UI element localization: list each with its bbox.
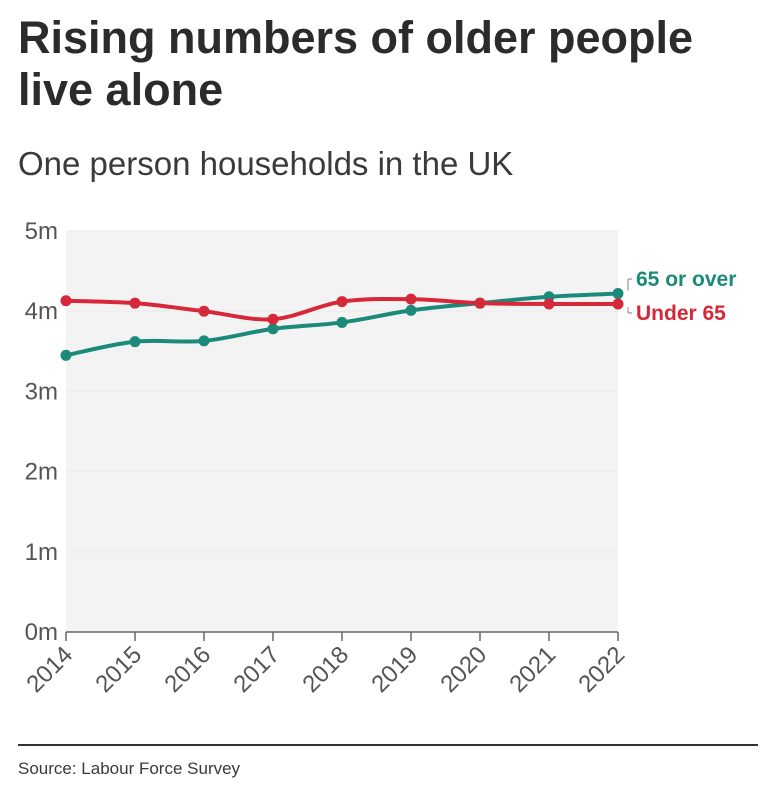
data-point bbox=[198, 305, 210, 317]
data-point bbox=[198, 335, 210, 347]
source-note: Source: Labour Force Survey bbox=[18, 759, 241, 778]
data-point bbox=[474, 297, 486, 309]
y-axis-labels: 0m 1m 2m 3m 4m 5m bbox=[25, 218, 58, 646]
y-tick-label: 0m bbox=[25, 619, 58, 646]
data-point bbox=[612, 288, 624, 300]
data-point bbox=[60, 295, 72, 307]
series-under-65 bbox=[60, 293, 624, 325]
legend-label: Under 65 bbox=[636, 302, 726, 325]
data-point bbox=[612, 298, 624, 310]
series-layer bbox=[60, 288, 624, 361]
data-point bbox=[405, 293, 417, 305]
data-point bbox=[336, 296, 348, 308]
gridlines bbox=[66, 230, 618, 553]
y-tick-label: 1m bbox=[25, 539, 58, 566]
data-point bbox=[267, 313, 279, 325]
x-tick-label: 2022 bbox=[573, 641, 630, 698]
x-axis-labels: 2014 2015 2016 2017 2018 2019 2020 2021 2022 bbox=[21, 641, 630, 698]
x-axis bbox=[65, 631, 619, 641]
y-tick-label: 4m bbox=[25, 298, 58, 325]
x-tick-label: 2020 bbox=[435, 641, 492, 698]
chart-subtitle: One person households in the UK bbox=[18, 145, 514, 182]
data-point bbox=[336, 316, 348, 328]
legend-leader bbox=[627, 306, 632, 314]
data-point bbox=[129, 336, 141, 348]
y-tick-label: 3m bbox=[25, 378, 58, 405]
x-tick-label: 2018 bbox=[297, 641, 354, 698]
x-tick-label: 2021 bbox=[504, 641, 561, 698]
data-point bbox=[60, 349, 72, 361]
x-tick-label: 2016 bbox=[159, 641, 216, 698]
legend-leader bbox=[627, 278, 632, 291]
y-tick-label: 2m bbox=[25, 459, 58, 486]
legend: 65 or over Under 65 bbox=[627, 268, 736, 325]
legend-label: 65 or over bbox=[636, 268, 736, 291]
data-point bbox=[129, 297, 141, 309]
x-tick-label: 2015 bbox=[90, 641, 147, 698]
data-point bbox=[543, 298, 555, 310]
plot-background bbox=[66, 231, 618, 632]
x-tick-label: 2019 bbox=[366, 641, 423, 698]
data-point bbox=[267, 323, 279, 335]
footer-divider bbox=[18, 744, 758, 746]
x-tick-label: 2014 bbox=[21, 641, 78, 698]
chart-title: Rising numbers of older people live alon… bbox=[18, 12, 694, 115]
data-point bbox=[405, 304, 417, 316]
y-tick-label: 5m bbox=[25, 218, 58, 245]
x-tick-label: 2017 bbox=[228, 641, 285, 698]
